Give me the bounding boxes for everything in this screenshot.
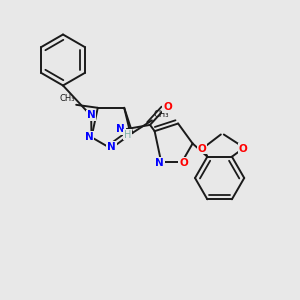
Text: CH₃: CH₃ <box>153 110 169 119</box>
Text: N: N <box>107 142 116 152</box>
Text: O: O <box>179 158 188 168</box>
Text: H: H <box>124 130 131 140</box>
Text: N: N <box>87 110 96 121</box>
Text: CH₃: CH₃ <box>59 94 75 103</box>
Text: N: N <box>155 158 164 168</box>
Text: O: O <box>198 144 206 154</box>
Text: O: O <box>239 144 248 154</box>
Text: N: N <box>116 124 125 134</box>
Text: O: O <box>163 103 172 112</box>
Text: N: N <box>85 132 94 142</box>
